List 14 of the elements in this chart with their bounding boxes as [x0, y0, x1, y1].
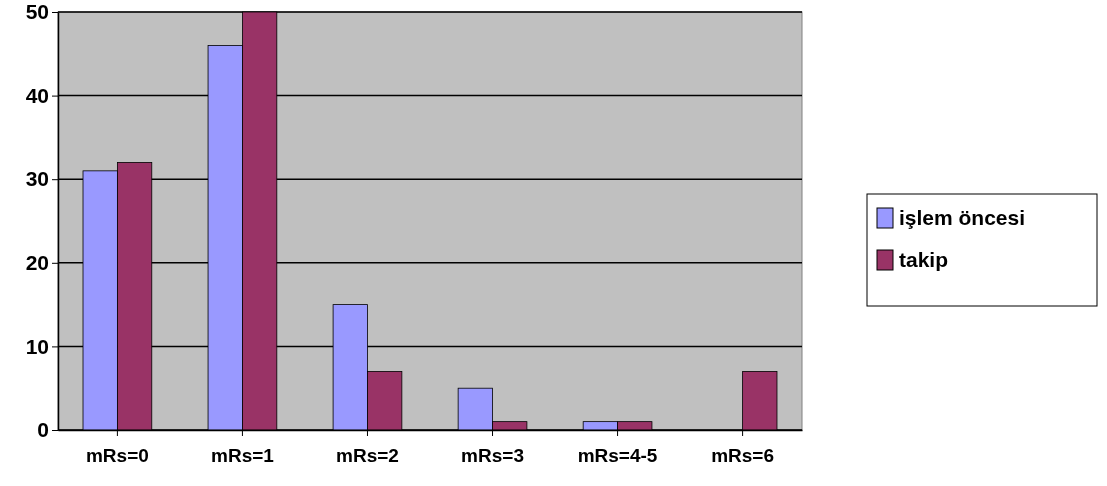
- y-tick-label: 10: [25, 334, 49, 358]
- x-tick-label: mRs=4-5: [577, 444, 658, 466]
- legend-label: işlem öncesi: [899, 206, 1026, 229]
- y-tick-label: 40: [25, 83, 49, 107]
- y-tick-label: 0: [37, 418, 49, 442]
- x-tick-label: mRs=1: [211, 444, 275, 466]
- y-tick-label: 50: [25, 0, 49, 24]
- x-tick-label: mRs=0: [85, 444, 149, 466]
- x-tick-label: mRs=2: [336, 444, 399, 466]
- y-tick-label: 20: [25, 251, 49, 275]
- legend-label: takip: [899, 248, 949, 271]
- x-tick-label: mRs=3: [461, 444, 524, 466]
- x-tick-label: mRs=6: [711, 444, 775, 466]
- y-tick-label: 30: [25, 167, 49, 191]
